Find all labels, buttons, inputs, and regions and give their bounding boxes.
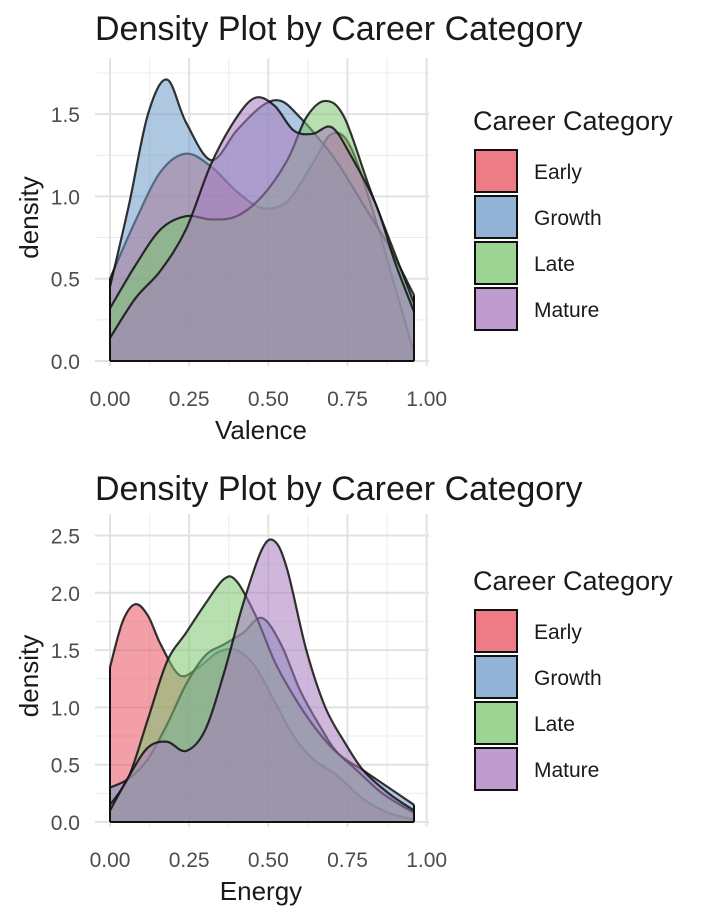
x-tick-labels: 0.00 0.25 0.50 0.75 1.00 [90, 388, 448, 411]
y-axis-label: density [14, 635, 44, 717]
density-line-mature [109, 96, 416, 339]
legend-label: Mature [534, 299, 599, 322]
x-tick-label: 0.75 [327, 388, 368, 411]
density-line-mature [109, 538, 415, 812]
legend-label: Early [534, 621, 582, 644]
y-tick-label: 1.0 [51, 697, 80, 720]
legend-key-growth [474, 195, 518, 239]
x-axis-label: Valence [215, 415, 307, 445]
y-tick-label: 0.0 [51, 351, 80, 374]
x-tick-label: 0.25 [169, 849, 210, 872]
legend-key-growth [474, 655, 518, 699]
y-tick-label: 0.5 [51, 755, 80, 778]
x-tick-label: 0.25 [169, 388, 210, 411]
y-tick-label: 1.5 [51, 640, 80, 663]
legend: Career Category Early Growth Late Mature [473, 566, 673, 791]
y-tick-label: 1.5 [51, 104, 80, 127]
x-tick-labels: 0.00 0.25 0.50 0.75 1.00 [90, 849, 448, 872]
x-tick-label: 1.00 [406, 849, 447, 872]
x-tick-label: 0.50 [248, 388, 289, 411]
x-tick-label: 1.00 [406, 388, 447, 411]
y-axis-label: density [14, 176, 44, 258]
density-areas [108, 78, 416, 362]
legend-label: Early [534, 161, 582, 184]
y-tick-label: 0.5 [51, 269, 80, 292]
legend-title: Career Category [473, 566, 673, 596]
x-tick-label: 0.75 [327, 849, 368, 872]
legend-key-mature [474, 747, 518, 791]
legend-label: Growth [534, 207, 602, 230]
y-tick-label: 1.0 [51, 186, 80, 209]
legend-label: Growth [534, 667, 602, 690]
chart-title: Density Plot by Career Category [95, 470, 583, 508]
y-tick-label: 2.0 [51, 583, 80, 606]
x-tick-label: 0.00 [90, 388, 131, 411]
x-axis-label: Energy [220, 876, 302, 906]
legend-key-early [474, 609, 518, 653]
density-area-mature [110, 97, 414, 361]
y-tick-labels: 0.0 0.5 1.0 1.5 2.0 2.5 [51, 525, 80, 835]
x-tick-label: 0.50 [248, 849, 289, 872]
y-tick-label: 0.0 [51, 812, 80, 835]
legend-label: Mature [534, 759, 599, 782]
legend-title: Career Category [473, 106, 673, 136]
x-tick-label: 0.00 [90, 849, 131, 872]
legend: Career Category Early Growth Late Mature [473, 106, 673, 331]
chart-title: Density Plot by Career Category [95, 10, 583, 48]
y-tick-labels: 0.0 0.5 1.0 1.5 [51, 104, 80, 374]
legend-key-late [474, 241, 518, 285]
legend-key-mature [474, 287, 518, 331]
legend-key-early [474, 149, 518, 193]
y-tick-label: 2.5 [51, 525, 80, 548]
density-areas [108, 538, 415, 823]
legend-label: Late [534, 253, 575, 276]
legend-key-late [474, 701, 518, 745]
legend-label: Late [534, 713, 575, 736]
